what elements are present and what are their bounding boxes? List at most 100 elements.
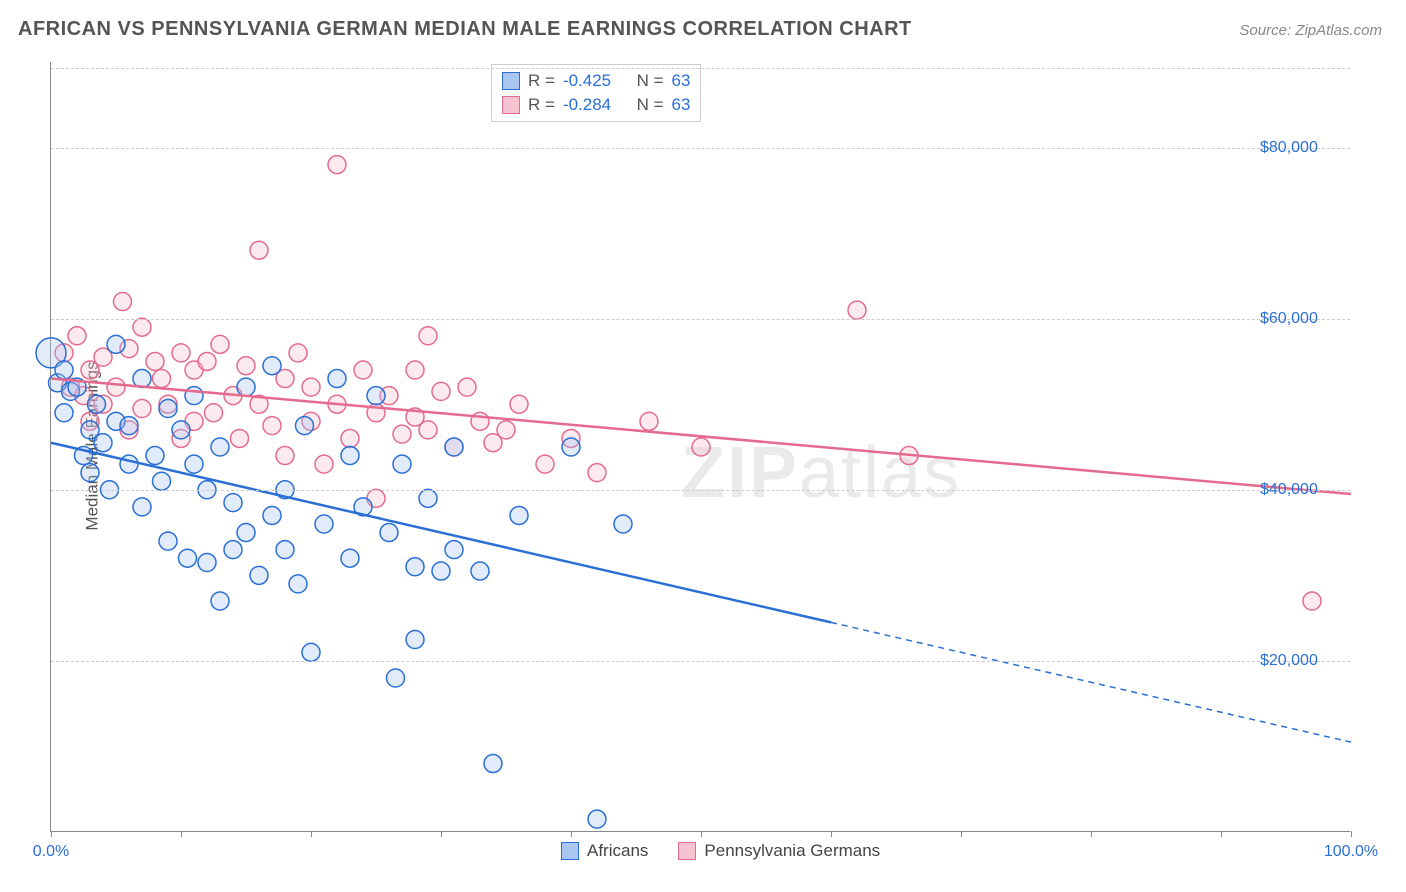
data-point [302,378,320,396]
data-point [185,387,203,405]
data-point [341,429,359,447]
data-point [133,400,151,418]
data-point [296,417,314,435]
data-point [432,562,450,580]
data-point [315,455,333,473]
data-point [211,592,229,610]
data-point [387,669,405,687]
legend-label-penn: Pennsylvania Germans [704,841,880,861]
data-point [237,524,255,542]
swatch-penn-germans [678,842,696,860]
r-label: R = [528,95,555,115]
data-point [354,361,372,379]
data-point [120,417,138,435]
data-point [393,455,411,473]
data-point [198,352,216,370]
data-point [211,335,229,353]
chart-title: AFRICAN VS PENNSYLVANIA GERMAN MEDIAN MA… [18,18,912,41]
data-point [211,438,229,456]
data-point [114,293,132,311]
data-point [133,318,151,336]
data-point [146,352,164,370]
data-point [107,335,125,353]
data-point [179,549,197,567]
data-point [276,447,294,465]
r-label: R = [528,71,555,91]
data-point [406,558,424,576]
data-point [289,344,307,362]
data-point [81,464,99,482]
source-name: ZipAtlas.com [1295,22,1382,39]
data-point [94,434,112,452]
regression-line [831,622,1351,742]
y-tick-label: $80,000 [1260,139,1340,157]
data-point [458,378,476,396]
n-label: N = [637,71,664,91]
data-point [231,429,249,447]
data-point [263,417,281,435]
data-point [328,156,346,174]
x-tick [571,831,572,837]
data-point [205,404,223,422]
data-point [276,541,294,559]
data-point [185,455,203,473]
data-point [289,575,307,593]
data-point [692,438,710,456]
data-point [614,515,632,533]
data-point [159,400,177,418]
data-point [848,301,866,319]
legend-label-africans: Africans [587,841,648,861]
data-point [484,755,502,773]
data-point [88,395,106,413]
data-point [315,515,333,533]
grid-line [51,661,1350,662]
swatch-africans [502,72,520,90]
legend-item-penn: Pennsylvania Germans [678,841,880,861]
x-tick [441,831,442,837]
n-label: N = [637,95,664,115]
x-tick [1091,831,1092,837]
data-point [237,378,255,396]
data-point [146,447,164,465]
data-point [153,370,171,388]
data-point [55,404,73,422]
chart-container: AFRICAN VS PENNSYLVANIA GERMAN MEDIAN MA… [0,0,1406,892]
x-tick [961,831,962,837]
source-attribution: Source: ZipAtlas.com [1239,22,1382,39]
grid-line [51,319,1350,320]
n-value-africans: 63 [672,71,691,91]
data-point [432,382,450,400]
data-point [250,241,268,259]
data-point [250,566,268,584]
data-point [367,387,385,405]
swatch-africans [561,842,579,860]
x-tick [181,831,182,837]
n-value-penn: 63 [672,95,691,115]
x-tick [311,831,312,837]
data-point [380,524,398,542]
grid-line [51,490,1350,491]
data-point [588,464,606,482]
data-point [393,425,411,443]
data-point [510,395,528,413]
data-point [120,455,138,473]
data-point [419,327,437,345]
x-tick [1351,831,1352,837]
y-tick-label: $60,000 [1260,310,1340,328]
correlation-legend: R = -0.425 N = 63 R = -0.284 N = 63 [491,64,701,122]
swatch-penn-germans [502,96,520,114]
r-value-africans: -0.425 [563,71,611,91]
data-point [172,344,190,362]
data-point [224,494,242,512]
data-point [406,361,424,379]
x-tick [51,831,52,837]
data-point [153,472,171,490]
data-point [445,541,463,559]
data-point [198,554,216,572]
y-tick-label: $40,000 [1260,481,1340,499]
series-legend: Africans Pennsylvania Germans [561,841,880,861]
data-point [562,438,580,456]
data-point [419,421,437,439]
data-point [263,357,281,375]
data-point [497,421,515,439]
